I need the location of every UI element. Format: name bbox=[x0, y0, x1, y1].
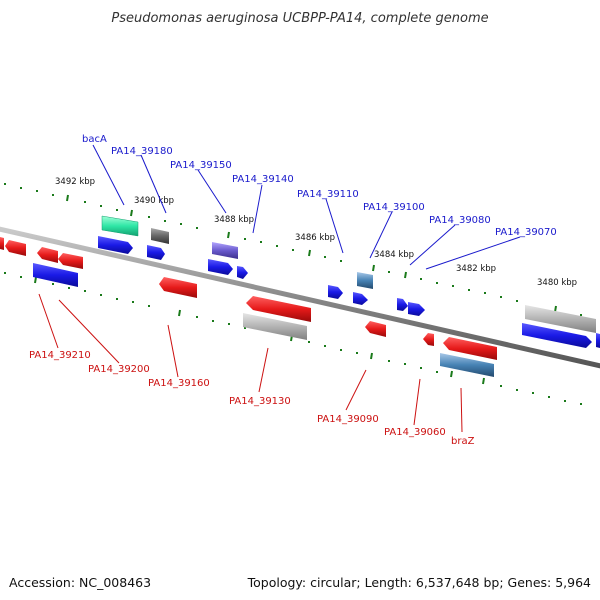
forward-leaders bbox=[92, 144, 521, 270]
gene-label-PA14_39110[interactable]: PA14_39110 bbox=[297, 189, 359, 200]
gene-label-PA14_39200[interactable]: PA14_39200 bbox=[88, 364, 150, 375]
gene-label-PA14_39090[interactable]: PA14_39090 bbox=[317, 414, 379, 425]
gene-label-PA14_39070[interactable]: PA14_39070 bbox=[495, 227, 557, 238]
upper-ruler-ticks bbox=[66, 194, 557, 313]
gene-PA14_39210[interactable] bbox=[33, 263, 78, 287]
gene-PA14_39150[interactable] bbox=[212, 242, 238, 259]
forward-genes bbox=[98, 215, 600, 348]
gene-forward[interactable] bbox=[397, 298, 408, 311]
gene-label-PA14_39150[interactable]: PA14_39150 bbox=[170, 160, 232, 171]
gene-PA14_39180[interactable] bbox=[151, 228, 169, 244]
gene-PA14_39070[interactable] bbox=[525, 305, 596, 333]
lower-ruler-ticks bbox=[34, 276, 485, 385]
gene-PA14_39100[interactable] bbox=[357, 272, 373, 289]
gene-label-PA14_39100[interactable]: PA14_39100 bbox=[363, 202, 425, 213]
gene-label-PA14_39210[interactable]: PA14_39210 bbox=[29, 350, 91, 361]
scale-tick-labels: 3492 kbp 3490 kbp 3488 kbp 3486 kbp 3484… bbox=[55, 177, 577, 288]
gene-reverse[interactable] bbox=[423, 333, 434, 346]
gene-label-braZ[interactable]: braZ bbox=[451, 436, 475, 447]
gene-label-PA14_39130[interactable]: PA14_39130 bbox=[229, 396, 291, 407]
upper-ruler-dots bbox=[4, 183, 582, 316]
gene-reverse[interactable] bbox=[58, 253, 83, 269]
gene-forward[interactable] bbox=[328, 285, 343, 299]
reverse-genes bbox=[0, 237, 497, 377]
gene-PA14_39160[interactable] bbox=[159, 277, 197, 298]
gene-label-PA14_39060[interactable]: PA14_39060 bbox=[384, 427, 446, 438]
gene-forward[interactable] bbox=[522, 323, 592, 348]
gene-braZ[interactable] bbox=[440, 353, 494, 377]
gene-reverse[interactable] bbox=[0, 237, 4, 250]
gene-reverse[interactable] bbox=[5, 240, 26, 256]
tick-label: 3486 kbp bbox=[295, 233, 335, 243]
reverse-leaders bbox=[38, 293, 463, 433]
tick-label: 3490 kbp bbox=[134, 196, 174, 206]
genome-backbone bbox=[0, 226, 600, 369]
page-title: Pseudomonas aeruginosa UCBPP-PA14, compl… bbox=[111, 11, 488, 26]
gene-label-bacA[interactable]: bacA bbox=[82, 134, 107, 145]
gene-label-PA14_39080[interactable]: PA14_39080 bbox=[429, 215, 491, 226]
gene-PA14_39090[interactable] bbox=[365, 321, 386, 337]
gene-label-PA14_39140[interactable]: PA14_39140 bbox=[232, 174, 294, 185]
tick-label: 3488 kbp bbox=[214, 215, 254, 225]
gene-PA14_39130[interactable] bbox=[246, 296, 311, 322]
reverse-labels: PA14_39210 PA14_39200 PA14_39160 PA14_39… bbox=[29, 350, 475, 447]
gene-label-PA14_39160[interactable]: PA14_39160 bbox=[148, 378, 210, 389]
gene-label-PA14_39180[interactable]: PA14_39180 bbox=[111, 146, 173, 157]
gene-forward[interactable] bbox=[208, 259, 233, 275]
gene-forward[interactable] bbox=[147, 245, 165, 260]
tick-label: 3480 kbp bbox=[537, 278, 577, 288]
tick-label: 3484 kbp bbox=[374, 250, 414, 260]
tick-label: 3492 kbp bbox=[55, 177, 95, 187]
accession-text: Accession: NC_008463 bbox=[9, 575, 151, 590]
gene-forward[interactable] bbox=[408, 302, 425, 316]
gene-bacA[interactable] bbox=[101, 215, 139, 237]
gene-reverse[interactable] bbox=[37, 247, 58, 263]
genome-summary-text: Topology: circular; Length: 6,537,648 bp… bbox=[247, 575, 591, 590]
gene-forward[interactable] bbox=[237, 266, 248, 279]
lower-ruler-dots bbox=[4, 272, 582, 405]
gene-forward[interactable] bbox=[353, 292, 368, 305]
gene-PA14_39060[interactable] bbox=[443, 337, 497, 360]
tick-label: 3482 kbp bbox=[456, 264, 496, 274]
gene-forward[interactable] bbox=[596, 333, 600, 348]
gene-forward[interactable] bbox=[98, 236, 133, 254]
forward-labels: bacA PA14_39180 PA14_39150 PA14_39140 PA… bbox=[82, 134, 557, 238]
gene-hypothetical[interactable] bbox=[243, 313, 307, 340]
